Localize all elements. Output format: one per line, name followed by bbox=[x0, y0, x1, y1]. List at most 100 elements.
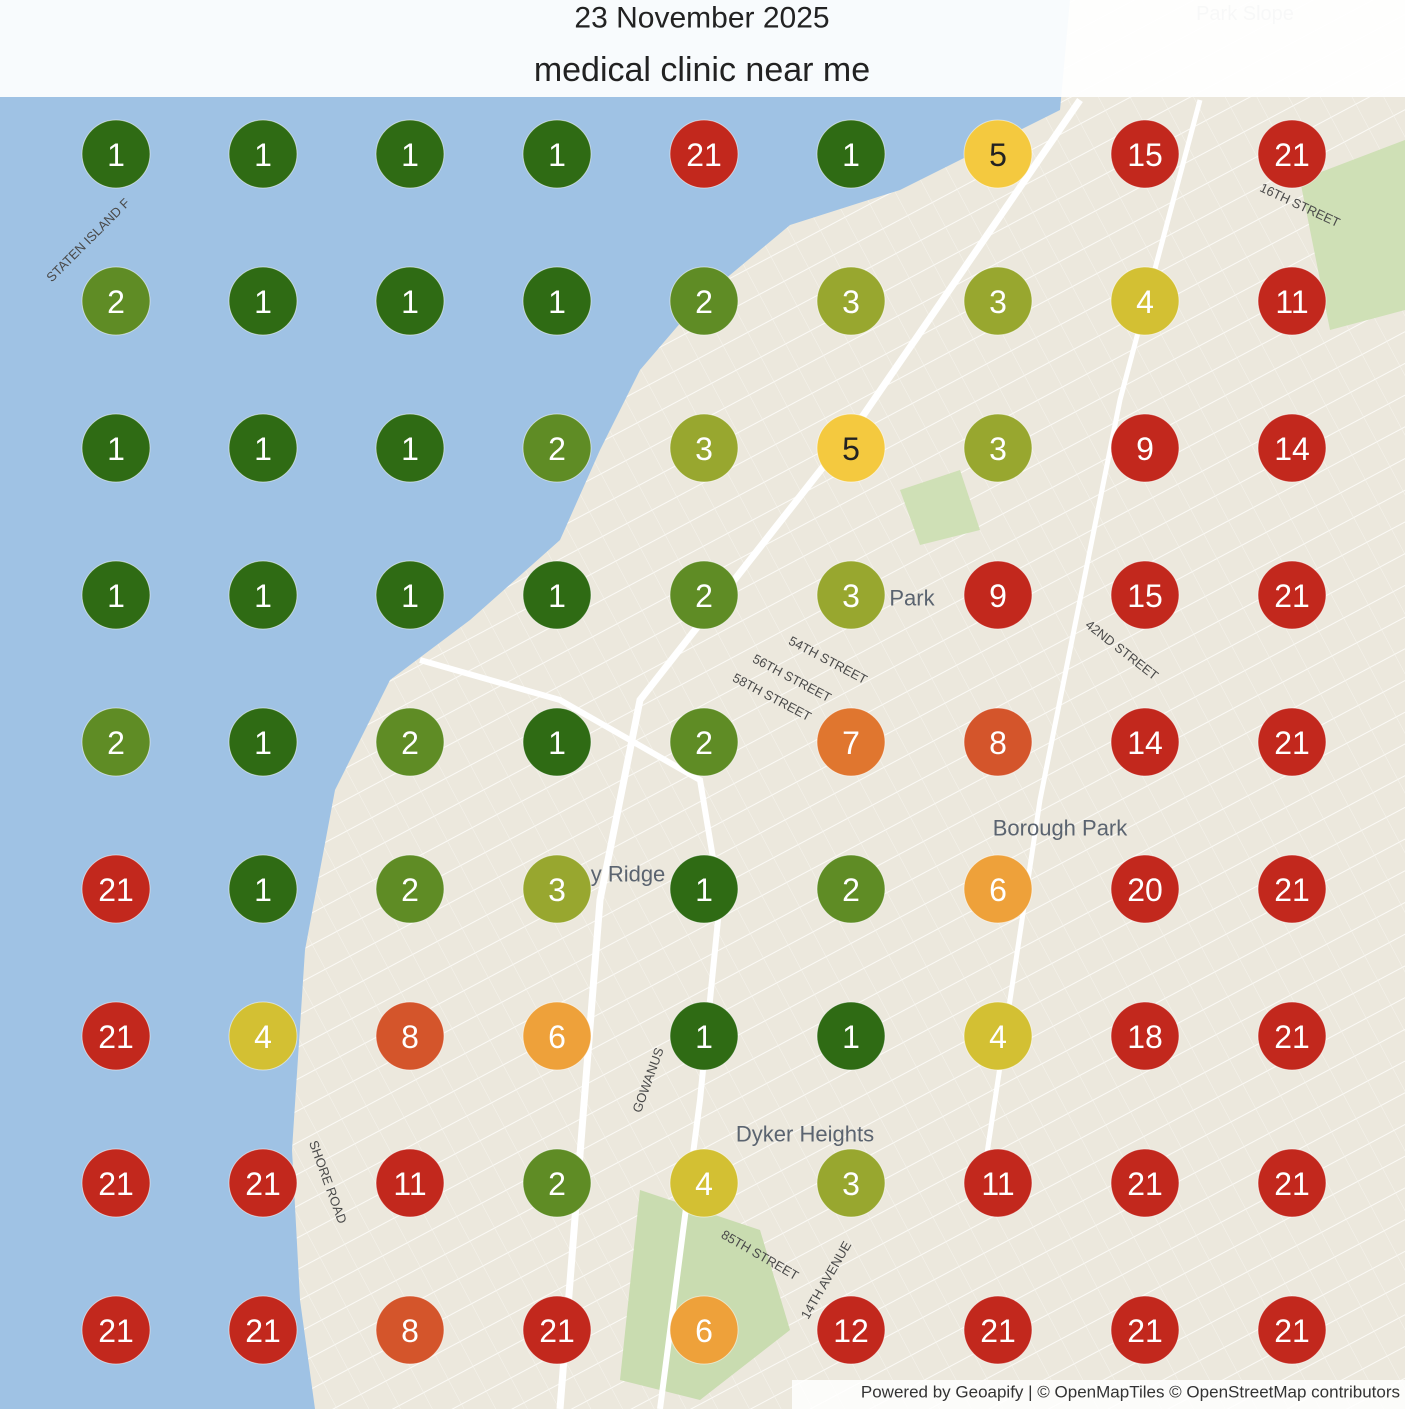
rank-marker bbox=[228, 413, 298, 483]
rank-marker bbox=[522, 560, 592, 630]
rank-label: 9 bbox=[989, 578, 1007, 614]
rank-marker bbox=[228, 560, 298, 630]
rank-label: 2 bbox=[695, 284, 713, 320]
rank-marker bbox=[963, 1001, 1033, 1071]
rank-marker bbox=[522, 413, 592, 483]
rank-marker bbox=[228, 1001, 298, 1071]
rank-label: 1 bbox=[107, 578, 125, 614]
rank-marker bbox=[375, 1295, 445, 1365]
rank-label: 1 bbox=[401, 284, 419, 320]
rank-marker bbox=[963, 413, 1033, 483]
rank-marker bbox=[228, 1148, 298, 1218]
rank-label: 14 bbox=[1127, 725, 1163, 761]
date: 23 November 2025 bbox=[574, 2, 829, 35]
rank-label: 6 bbox=[989, 872, 1007, 908]
rank-marker bbox=[1110, 707, 1180, 777]
rank-label: 1 bbox=[695, 1019, 713, 1055]
rank-label: 11 bbox=[1275, 284, 1308, 320]
rank-marker bbox=[1257, 707, 1327, 777]
rank-marker bbox=[669, 560, 739, 630]
rank-marker bbox=[816, 560, 886, 630]
rank-marker bbox=[81, 1295, 151, 1365]
rank-marker bbox=[963, 119, 1033, 189]
rank-marker bbox=[816, 1148, 886, 1218]
rank-marker bbox=[963, 266, 1033, 336]
rank-marker bbox=[1257, 266, 1327, 336]
rank-marker bbox=[81, 560, 151, 630]
rank-marker bbox=[816, 119, 886, 189]
rank-marker bbox=[1257, 1001, 1327, 1071]
rank-marker bbox=[522, 707, 592, 777]
rank-label: 1 bbox=[695, 872, 713, 908]
rank-marker bbox=[963, 854, 1033, 924]
rank-label: 1 bbox=[254, 725, 272, 761]
rank-label: 4 bbox=[254, 1019, 272, 1055]
rank-marker bbox=[669, 119, 739, 189]
rank-label: 21 bbox=[245, 1313, 281, 1349]
rank-marker bbox=[228, 854, 298, 924]
rank-label: 5 bbox=[842, 431, 860, 467]
rank-label: 3 bbox=[695, 431, 713, 467]
rank-grid: 1 1 1 1 21 1 5 15 212 1 1 1 2 3 3 4 111 1 1 2 3 5 3 9 141 1 1 1 2 3 9 1… bbox=[81, 119, 1327, 1365]
rank-label: 8 bbox=[989, 725, 1007, 761]
rank-label: 21 bbox=[1274, 1166, 1310, 1202]
rank-marker bbox=[228, 266, 298, 336]
rank-marker bbox=[1110, 1001, 1180, 1071]
rank-label: 9 bbox=[1136, 431, 1154, 467]
rank-marker bbox=[1110, 266, 1180, 336]
rank-marker bbox=[375, 560, 445, 630]
rank-marker bbox=[963, 560, 1033, 630]
rank-label: 21 bbox=[98, 872, 134, 908]
rank-label: 21 bbox=[539, 1313, 575, 1349]
rank-marker bbox=[1110, 854, 1180, 924]
rank-label: 2 bbox=[842, 872, 860, 908]
place-label: Borough Park bbox=[993, 816, 1129, 841]
rank-label: 2 bbox=[695, 578, 713, 614]
rank-label: 1 bbox=[254, 284, 272, 320]
query: medical clinic near me bbox=[534, 51, 870, 89]
rank-marker bbox=[522, 854, 592, 924]
rank-marker bbox=[1257, 1148, 1327, 1218]
rank-marker bbox=[522, 266, 592, 336]
rank-marker bbox=[669, 707, 739, 777]
rank-label: 1 bbox=[107, 431, 125, 467]
rank-marker bbox=[522, 1001, 592, 1071]
rank-label: 3 bbox=[842, 578, 860, 614]
rank-label: 4 bbox=[1136, 284, 1154, 320]
rank-label: 3 bbox=[842, 1166, 860, 1202]
rank-marker bbox=[375, 1001, 445, 1071]
rank-label: 1 bbox=[401, 431, 419, 467]
rank-marker bbox=[816, 854, 886, 924]
rank-marker bbox=[669, 1295, 739, 1365]
rank-marker bbox=[1110, 1148, 1180, 1218]
rank-label: 21 bbox=[245, 1166, 281, 1202]
rank-label: 5 bbox=[989, 137, 1007, 173]
rank-label: 21 bbox=[980, 1313, 1016, 1349]
rank-marker bbox=[81, 1001, 151, 1071]
rank-marker bbox=[228, 1295, 298, 1365]
rank-label: 1 bbox=[107, 137, 125, 173]
rank-label: 2 bbox=[401, 725, 419, 761]
rank-label: 4 bbox=[695, 1166, 713, 1202]
rank-label: 1 bbox=[254, 431, 272, 467]
rank-label: 21 bbox=[98, 1313, 134, 1349]
rank-marker bbox=[816, 707, 886, 777]
rank-label: 6 bbox=[548, 1019, 566, 1055]
rank-label: 15 bbox=[1127, 137, 1163, 173]
rank-marker bbox=[1257, 413, 1327, 483]
rank-label: 1 bbox=[254, 137, 272, 173]
park bbox=[1300, 140, 1405, 330]
rank-label: 21 bbox=[98, 1019, 134, 1055]
rank-marker bbox=[669, 1148, 739, 1218]
rank-label: 11 bbox=[981, 1166, 1014, 1202]
place-label: Park bbox=[889, 586, 935, 611]
rank-marker bbox=[816, 1001, 886, 1071]
rank-label: 1 bbox=[548, 578, 566, 614]
rank-marker bbox=[228, 119, 298, 189]
rank-marker bbox=[375, 1148, 445, 1218]
rank-label: 3 bbox=[842, 284, 860, 320]
rank-marker bbox=[669, 266, 739, 336]
rank-marker bbox=[375, 413, 445, 483]
